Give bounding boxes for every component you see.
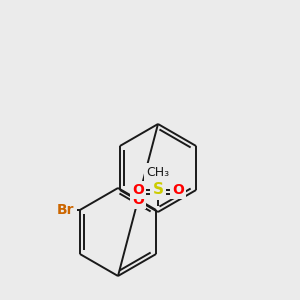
Text: S: S [152,182,164,197]
Text: CH₃: CH₃ [146,166,170,178]
Text: O: O [132,193,144,207]
Text: Br: Br [57,203,75,217]
Text: O: O [172,183,184,197]
Text: O: O [132,183,144,197]
